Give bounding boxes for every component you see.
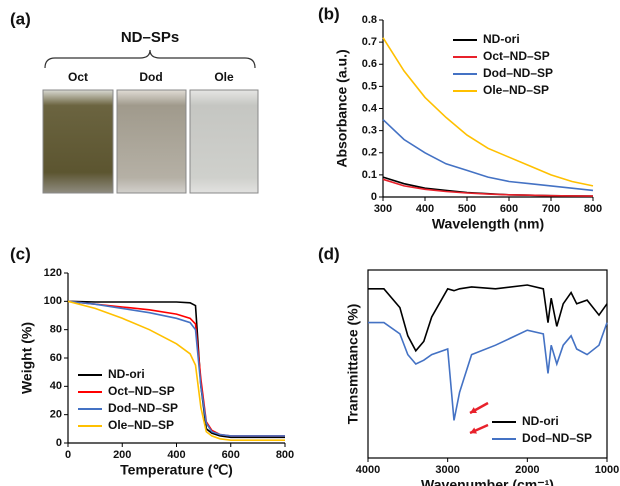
x-tick-label: 500 bbox=[458, 203, 476, 215]
panel-label: (a) bbox=[10, 9, 31, 28]
panel-label: (c) bbox=[10, 244, 31, 263]
x-tick-label: 300 bbox=[374, 203, 392, 215]
y-tick-label: 0.6 bbox=[362, 58, 377, 70]
legend-label: Oct–ND–SP bbox=[108, 384, 175, 398]
data-line bbox=[382, 178, 594, 197]
x-tick-label: 200 bbox=[113, 449, 131, 461]
data-line bbox=[67, 300, 285, 439]
vial-photo bbox=[116, 89, 187, 194]
data-line bbox=[67, 300, 285, 437]
annotation-arrowhead bbox=[470, 407, 477, 413]
sample-label: Ole bbox=[214, 70, 234, 84]
legend-label: Ole–ND–SP bbox=[108, 418, 174, 432]
y-tick-label: 0.7 bbox=[362, 36, 377, 48]
x-tick-label: 600 bbox=[500, 203, 518, 215]
x-tick-label: 400 bbox=[416, 203, 434, 215]
y-tick-label: 0.1 bbox=[362, 169, 377, 181]
y-axis-title: Transmittance (%) bbox=[345, 304, 361, 425]
x-tick-label: 2000 bbox=[515, 464, 539, 476]
brace bbox=[44, 49, 256, 69]
data-line bbox=[382, 119, 594, 192]
annotation-arrowhead bbox=[470, 427, 477, 434]
legend-label: ND-ori bbox=[483, 32, 520, 46]
x-tick-label: 800 bbox=[584, 203, 602, 215]
x-tick-label: 800 bbox=[276, 449, 294, 461]
legend-label: Dod–ND–SP bbox=[522, 431, 592, 445]
legend-label: Oct–ND–SP bbox=[483, 49, 550, 63]
vial-photo bbox=[189, 89, 259, 194]
panel-label: (b) bbox=[318, 4, 340, 23]
y-tick-label: 20 bbox=[50, 409, 62, 421]
legend-label: Dod–ND–SP bbox=[483, 66, 553, 80]
y-tick-label: 0.8 bbox=[362, 14, 377, 26]
data-line bbox=[368, 321, 608, 421]
x-axis-title: Temperature (℃) bbox=[120, 462, 233, 478]
sample-label: Oct bbox=[68, 70, 88, 84]
x-tick-label: 1000 bbox=[595, 464, 619, 476]
photo-panel: (a) ND–SPs Oct Dod Ole bbox=[10, 9, 259, 194]
panel-label: (d) bbox=[318, 244, 340, 263]
y-tick-label: 60 bbox=[50, 352, 62, 364]
y-tick-label: 0 bbox=[56, 437, 62, 449]
x-axis-title: Wavenumber (cm⁻¹) bbox=[421, 477, 554, 486]
vial-photo bbox=[42, 89, 114, 194]
sample-label: Dod bbox=[139, 70, 162, 84]
legend-label: Dod–ND–SP bbox=[108, 401, 178, 415]
data-line bbox=[382, 37, 594, 187]
x-tick-label: 400 bbox=[167, 449, 185, 461]
x-tick-label: 600 bbox=[222, 449, 240, 461]
photo-title: ND–SPs bbox=[121, 29, 179, 46]
y-tick-label: 0.2 bbox=[362, 147, 377, 159]
y-tick-label: 100 bbox=[44, 295, 62, 307]
y-tick-label: 0 bbox=[371, 191, 377, 203]
x-tick-label: 700 bbox=[542, 203, 560, 215]
x-axis-title: Wavelength (nm) bbox=[432, 216, 544, 232]
x-tick-label: 0 bbox=[65, 449, 71, 461]
y-axis-title: Absorbance (a.u.) bbox=[334, 49, 350, 167]
y-axis-title: Weight (%) bbox=[19, 322, 35, 394]
y-tick-label: 0.5 bbox=[362, 80, 377, 92]
data-line bbox=[67, 300, 285, 437]
y-tick-label: 120 bbox=[44, 267, 62, 279]
x-tick-label: 3000 bbox=[435, 464, 459, 476]
y-tick-label: 0.4 bbox=[362, 102, 378, 114]
data-line bbox=[67, 300, 285, 441]
data-line bbox=[368, 284, 608, 353]
y-tick-label: 0.3 bbox=[362, 125, 377, 137]
y-tick-label: 80 bbox=[50, 324, 62, 336]
legend-label: Ole–ND–SP bbox=[483, 83, 549, 97]
y-tick-label: 40 bbox=[50, 380, 62, 392]
legend-label: ND-ori bbox=[108, 367, 145, 381]
legend-label: ND-ori bbox=[522, 414, 559, 428]
x-tick-label: 4000 bbox=[356, 464, 380, 476]
plot-frame bbox=[367, 269, 608, 459]
